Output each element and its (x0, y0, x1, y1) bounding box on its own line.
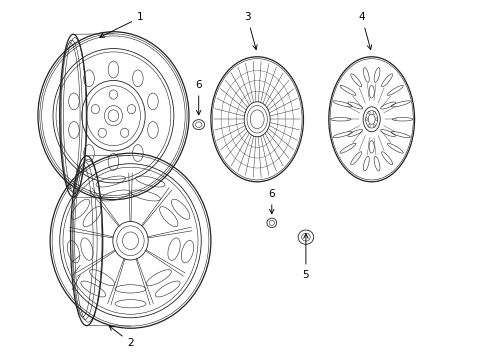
Text: 6: 6 (269, 189, 275, 214)
Text: 3: 3 (244, 13, 257, 50)
Text: 2: 2 (109, 326, 134, 347)
Text: 4: 4 (359, 13, 371, 50)
Text: 1: 1 (100, 13, 144, 37)
Text: 6: 6 (196, 80, 202, 115)
Text: 5: 5 (303, 234, 309, 280)
